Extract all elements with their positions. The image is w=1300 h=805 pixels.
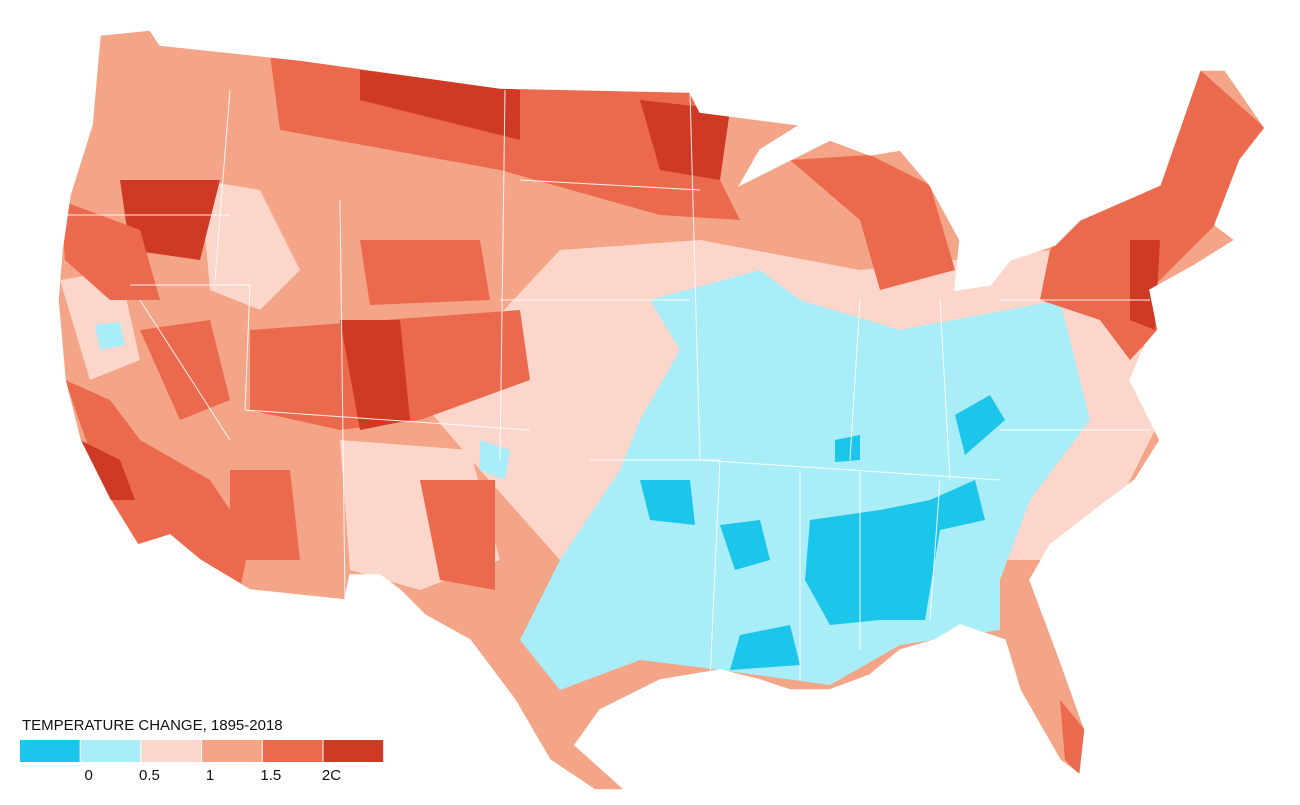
legend-swatch — [202, 740, 262, 762]
legend-tick-label: 0 — [85, 767, 93, 784]
legend: TEMPERATURE CHANGE, 1895-2018 0 0.5 1 1.5 2C — [20, 717, 384, 784]
legend-swatch — [323, 740, 384, 762]
legend-swatch — [20, 740, 80, 762]
state-borders — [60, 89, 1150, 681]
legend-tick-label: 1.5 — [260, 767, 281, 784]
legend-swatch — [141, 740, 202, 762]
legend-tick-label: 2C — [322, 767, 341, 784]
legend-title: TEMPERATURE CHANGE, 1895-2018 — [22, 717, 283, 734]
legend-tick-label: 1 — [206, 767, 214, 784]
legend-swatch — [80, 740, 141, 762]
legend-swatch — [262, 740, 323, 762]
legend-tick-label: 0.5 — [139, 767, 160, 784]
